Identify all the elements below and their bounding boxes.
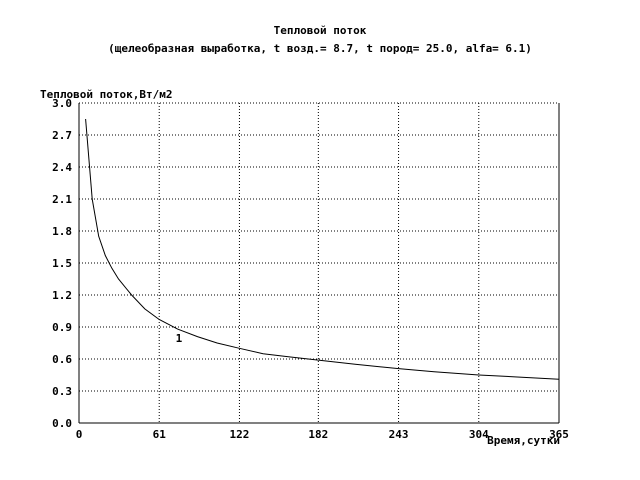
- y-tick-label: 2.1: [52, 193, 72, 206]
- chart-subtitle: (щелеобразная выработка, t возд.= 8.7, t…: [108, 42, 532, 55]
- y-tick-label: 1.5: [52, 257, 72, 270]
- y-tick-label: 2.7: [52, 129, 72, 142]
- x-axis-label: Время,сутки: [487, 434, 560, 447]
- y-tick-label: 0.6: [52, 353, 72, 366]
- y-tick-label: 3.0: [52, 97, 72, 110]
- y-tick-label: 1.2: [52, 289, 72, 302]
- x-tick-label: 365: [549, 428, 569, 441]
- x-tick-label: 182: [308, 428, 328, 441]
- y-tick-label: 2.4: [52, 161, 72, 174]
- x-tick-label: 304: [469, 428, 489, 441]
- y-tick-label: 1.8: [52, 225, 72, 238]
- y-axis-label: Тепловой поток,Вт/м2: [40, 88, 172, 101]
- y-tick-label: 0.0: [52, 417, 72, 430]
- series-label-1: 1: [176, 332, 183, 345]
- y-tick-label: 0.9: [52, 321, 72, 334]
- x-tick-label: 61: [153, 428, 167, 441]
- x-tick-label: 122: [230, 428, 250, 441]
- y-tick-label: 0.3: [52, 385, 72, 398]
- x-tick-label: 0: [76, 428, 83, 441]
- chart-title: Тепловой поток: [273, 24, 367, 37]
- series-line-1: [85, 118, 560, 380]
- x-tick-label: 243: [389, 428, 409, 441]
